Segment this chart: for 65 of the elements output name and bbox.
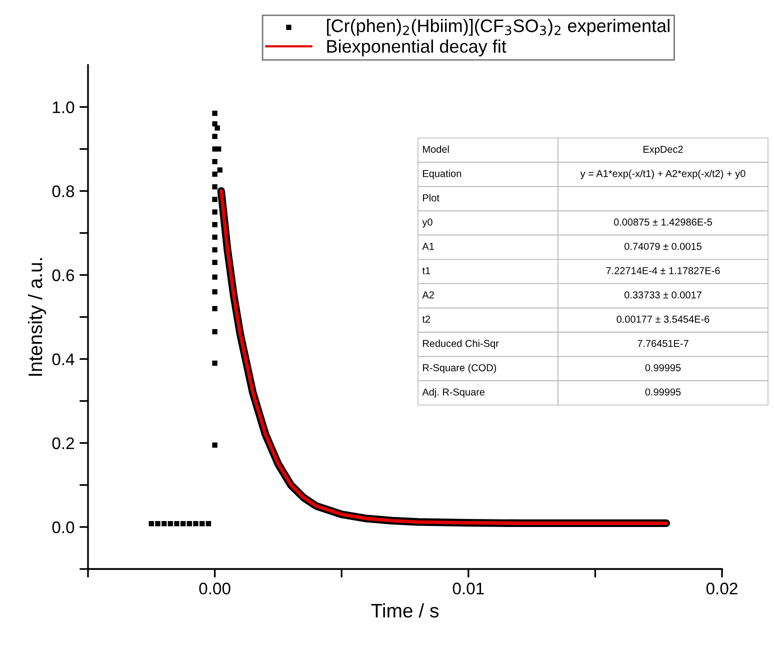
category-label: R-Square (COD) bbox=[423, 364, 496, 374]
x-tick-label: 0.02 bbox=[706, 582, 738, 594]
point bbox=[200, 521, 205, 526]
point bbox=[206, 521, 212, 526]
point bbox=[212, 247, 218, 252]
y-tick-label: 0.0 bbox=[52, 521, 74, 534]
point bbox=[212, 184, 218, 190]
point bbox=[168, 521, 174, 526]
point bbox=[212, 289, 218, 294]
category-label: Plot bbox=[423, 194, 440, 202]
text: 0.00875 ± 1.42986E-5 bbox=[614, 218, 712, 226]
category-label: t1 bbox=[422, 267, 430, 274]
text: [Cr(phen)$_{2}$(Hbiim)](CF$_{3}$SO$_{3}$)$_{2}$ experimental bbox=[327, 18, 670, 36]
category-label: Adj. R-Square bbox=[422, 388, 485, 398]
y-tick-label: 0.4 bbox=[52, 353, 74, 366]
point bbox=[212, 121, 218, 126]
category-label: y0 bbox=[422, 218, 432, 228]
text: 0.99995 bbox=[645, 364, 681, 372]
point bbox=[155, 521, 160, 526]
y-tick-label: 0.2 bbox=[52, 437, 74, 450]
point bbox=[212, 159, 218, 164]
text: 0.74079 ± 0.0015 bbox=[624, 242, 702, 250]
point bbox=[212, 329, 218, 334]
category-label: Model bbox=[423, 145, 449, 153]
category-label: A2 bbox=[422, 291, 434, 298]
category-label: t2 bbox=[422, 316, 430, 323]
legend-label: Biexponential decay fit bbox=[327, 40, 506, 56]
category-label: Reduced Chi-Sqr bbox=[423, 340, 499, 349]
point bbox=[212, 234, 218, 240]
point bbox=[193, 521, 198, 526]
y-tick-label: 0.6 bbox=[52, 269, 74, 282]
point bbox=[161, 521, 167, 526]
x-axis-title: Time / s bbox=[371, 603, 439, 618]
point bbox=[212, 222, 218, 228]
point bbox=[180, 521, 186, 526]
point bbox=[212, 110, 218, 116]
category-label: Equation bbox=[423, 170, 462, 180]
y-tick-label: 1.0 bbox=[52, 101, 74, 114]
point bbox=[214, 125, 220, 131]
text: ExpDec2 bbox=[644, 146, 683, 155]
text: 7.22714E-4 ± 1.17827E-6 bbox=[606, 267, 720, 274]
y-tick-label: 0.8 bbox=[52, 185, 74, 198]
point bbox=[186, 521, 192, 526]
text: 7.76451E-7 bbox=[638, 340, 688, 348]
point bbox=[212, 134, 218, 139]
text: 0.99995 bbox=[645, 388, 681, 396]
x-tick-label: 0.01 bbox=[452, 582, 484, 594]
point bbox=[212, 260, 218, 265]
text: y = A1*exp(-x/t1) + A2*exp(-x/t2) + y0 bbox=[580, 170, 746, 180]
point bbox=[212, 172, 218, 177]
text: 0.00177 ± 3.5454E-6 bbox=[616, 316, 710, 323]
y-axis-title: Intensity / a.u. bbox=[28, 258, 46, 376]
point bbox=[148, 521, 154, 526]
point bbox=[212, 274, 218, 280]
text: 0.33733 ± 0.0017 bbox=[624, 291, 702, 298]
point bbox=[212, 196, 218, 202]
category-label: A1 bbox=[422, 242, 434, 250]
point bbox=[174, 521, 180, 526]
point bbox=[216, 146, 222, 152]
point bbox=[212, 209, 218, 215]
point bbox=[212, 360, 218, 366]
point bbox=[212, 306, 218, 312]
point bbox=[212, 442, 218, 448]
point bbox=[217, 167, 222, 173]
x-tick-label: 0.00 bbox=[199, 582, 230, 594]
